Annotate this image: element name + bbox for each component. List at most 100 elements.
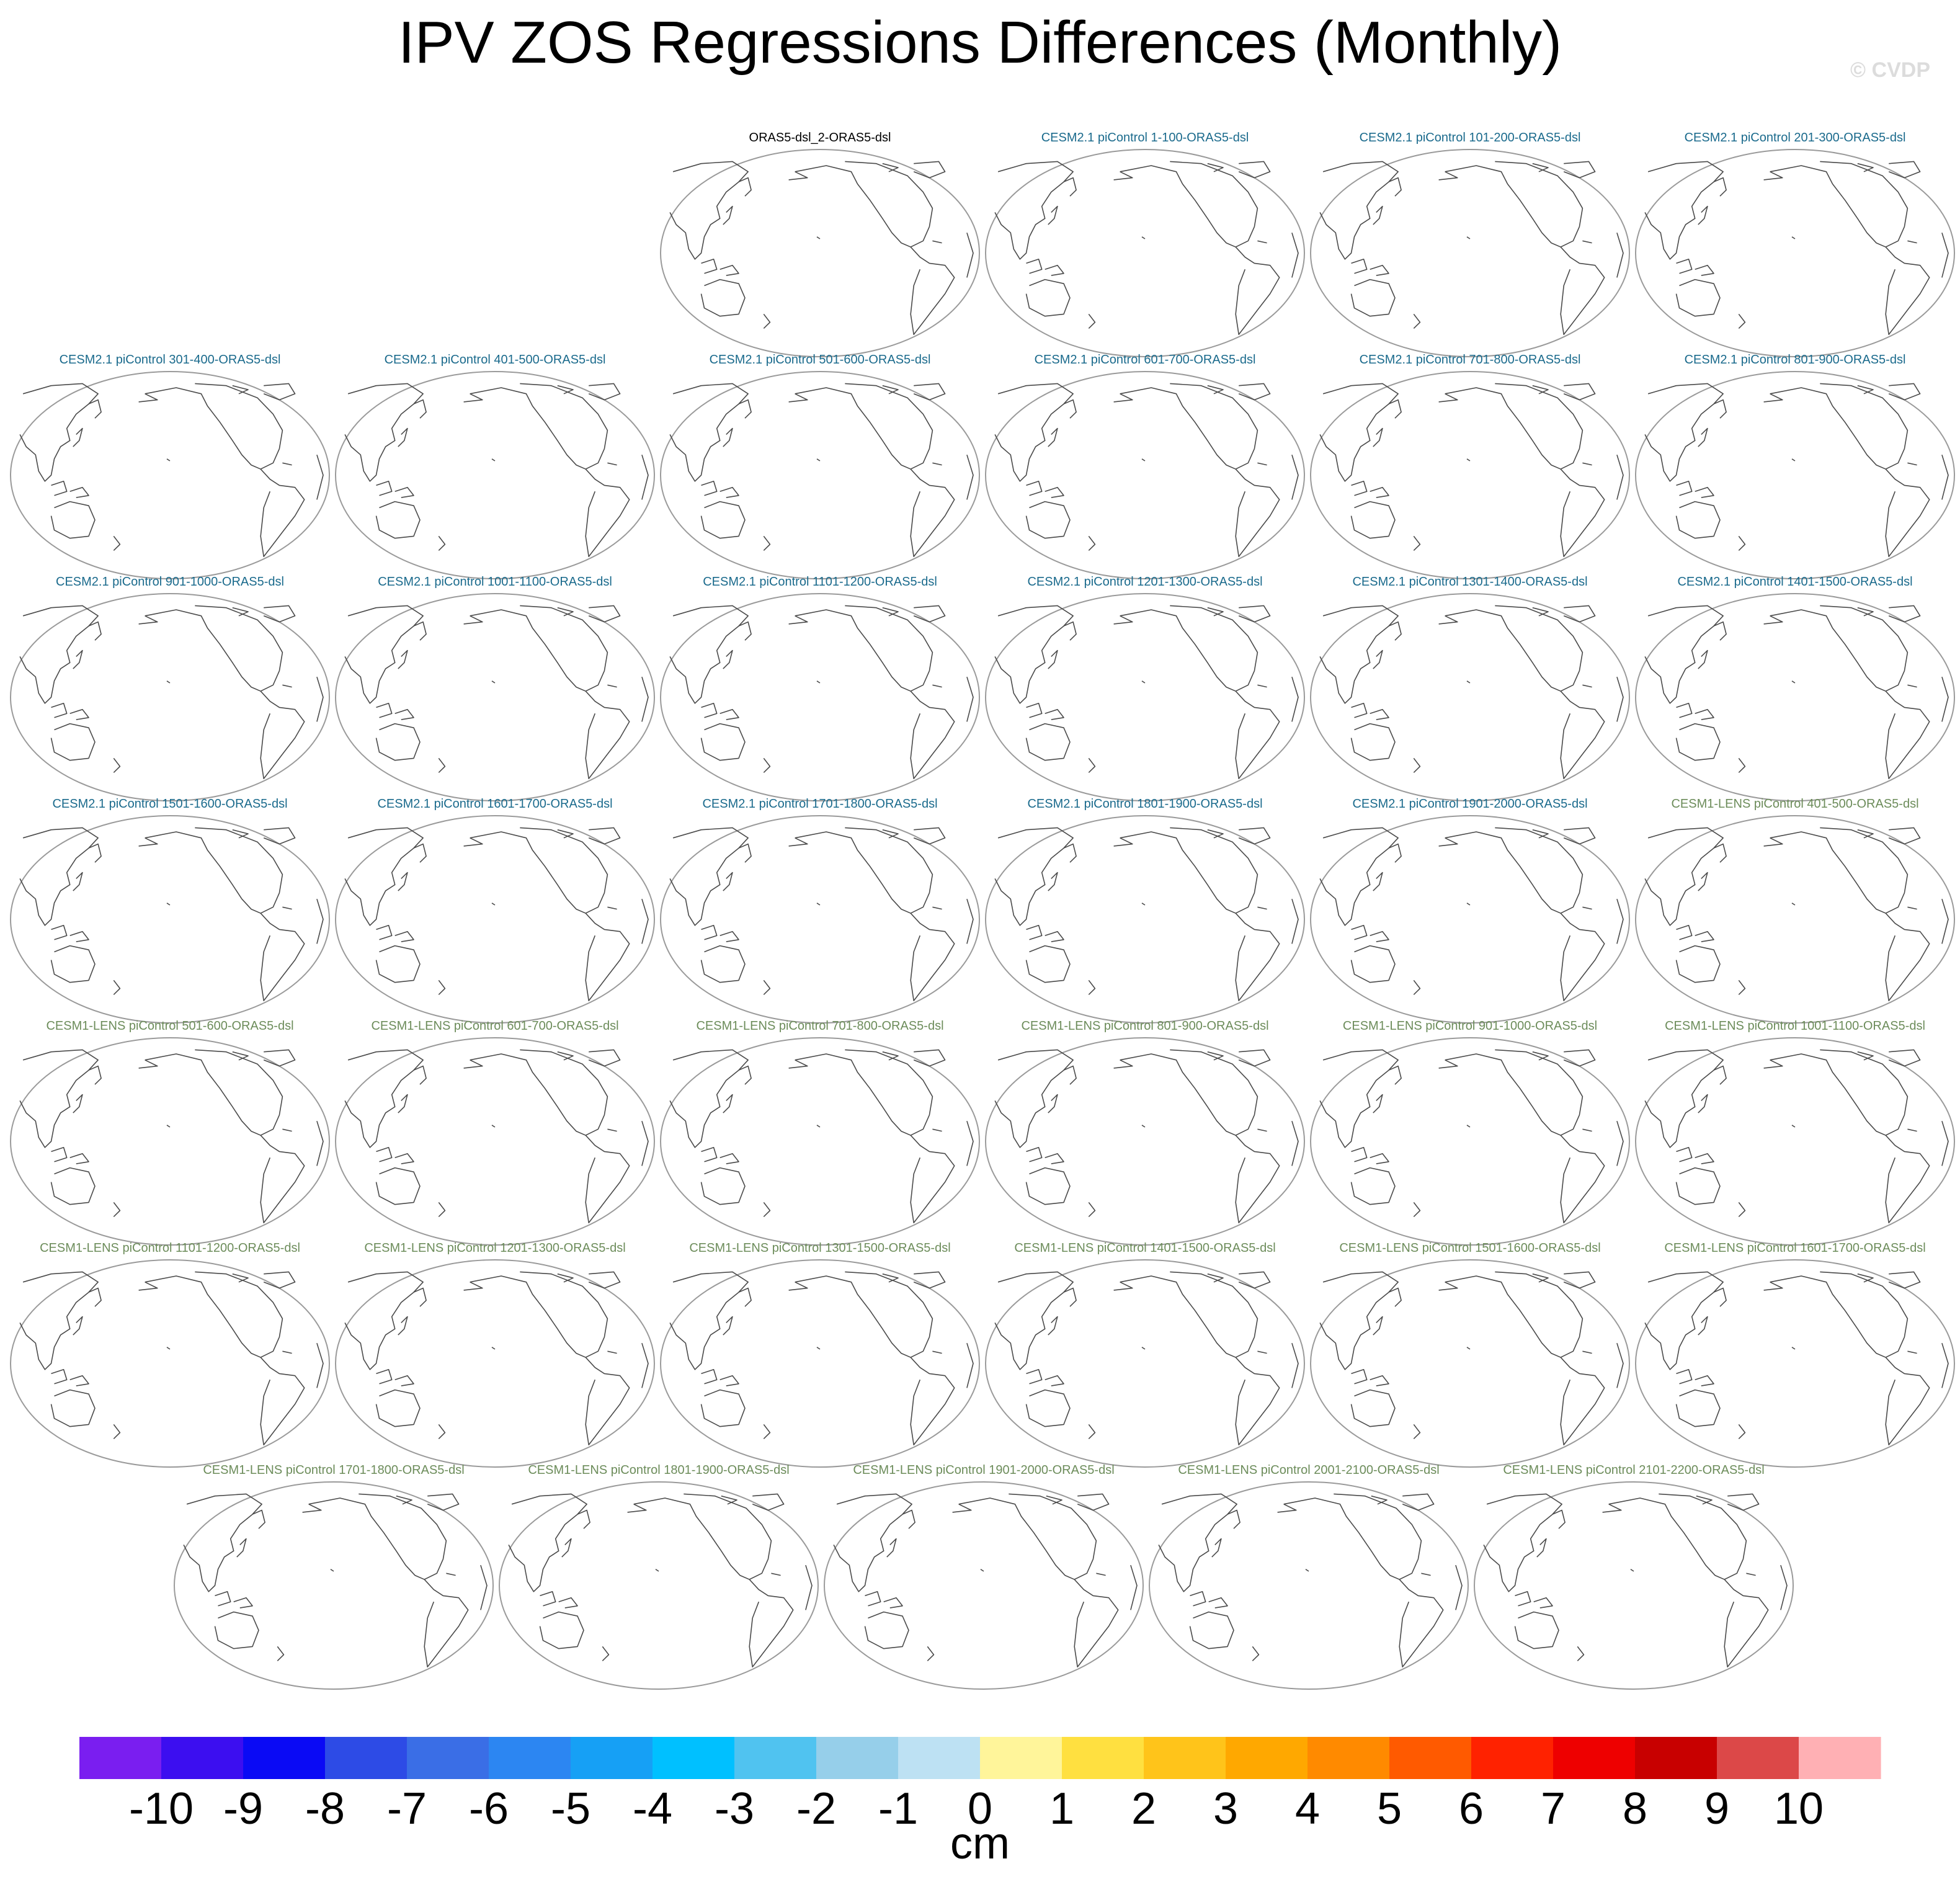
coastline: [932, 240, 942, 244]
coastline: [994, 161, 1074, 260]
coastline: [463, 837, 483, 847]
map-panel: CESM2.1 piControl 1-100-ORAS5-dsl: [984, 130, 1306, 360]
coastline: [700, 723, 746, 761]
coastline: [1045, 1153, 1064, 1164]
coastline: [788, 171, 808, 181]
coastline: [1207, 1273, 1224, 1283]
coastline: [700, 501, 746, 539]
coastline: [700, 1167, 746, 1205]
coastline: [375, 723, 421, 761]
panel-title: CESM1-LENS piControl 501-600-ORAS5-dsl: [46, 1019, 294, 1033]
world-map: [10, 815, 330, 1024]
coastline: [1675, 723, 1721, 761]
panel-title: CESM2.1 piControl 301-400-ORAS5-dsl: [59, 353, 281, 367]
panel-title: CESM2.1 piControl 701-800-ORAS5-dsl: [1359, 353, 1581, 367]
coastline: [19, 1049, 99, 1148]
coastline: [260, 1135, 305, 1224]
coastline: [1602, 1504, 1622, 1513]
coastline: [771, 1572, 781, 1576]
coastline: [491, 680, 496, 684]
coastline: [1025, 1167, 1071, 1205]
panel-title: CESM2.1 piControl 101-200-ORAS5-dsl: [1359, 131, 1581, 145]
coastline: [1319, 161, 1399, 260]
coastline: [166, 903, 171, 906]
coastline: [427, 1493, 460, 1511]
coastline: [1857, 607, 1874, 617]
panel-title: CESM1-LENS piControl 1301-1500-ORAS5-dsl: [689, 1241, 951, 1255]
coastline: [1141, 680, 1146, 684]
map-panel: CESM2.1 piControl 501-600-ORAS5-dsl: [659, 352, 981, 582]
colorbar-segment: [407, 1737, 489, 1779]
coastline: [316, 676, 324, 722]
coastline: [1644, 827, 1724, 926]
coastline: [1888, 827, 1921, 845]
coastline: [1257, 684, 1267, 688]
coastline: [263, 827, 296, 845]
map-outline: [824, 1481, 1144, 1690]
coastline: [375, 1167, 421, 1205]
coastline: [1438, 393, 1458, 403]
coastline: [145, 1271, 283, 1358]
coastline: [1616, 676, 1624, 722]
map-panel: CESM1-LENS piControl 1801-1900-ORAS5-dsl: [497, 1463, 820, 1692]
coastline: [1438, 837, 1458, 847]
world-map: [335, 1037, 655, 1246]
coastline: [1738, 535, 1746, 551]
coastlines: [344, 605, 649, 780]
colorbar-tick-label: -9: [223, 1784, 263, 1834]
coastline: [50, 945, 96, 983]
coastline: [719, 708, 739, 720]
coastline: [1190, 1591, 1206, 1607]
coastline: [1063, 1065, 1077, 1085]
coastline: [1130, 1564, 1138, 1610]
coastline: [1388, 177, 1402, 197]
map-outline: [985, 1037, 1305, 1246]
colorbar-tick-label: 4: [1295, 1784, 1320, 1834]
coastline: [788, 1282, 808, 1291]
coastline: [902, 1509, 915, 1529]
coastline: [1048, 427, 1058, 447]
panel-title: CESM2.1 piControl 501-600-ORAS5-dsl: [709, 353, 931, 367]
coastline: [1644, 383, 1724, 482]
coastline: [816, 458, 821, 462]
coastline: [1350, 723, 1396, 761]
coastline: [1045, 930, 1064, 942]
map-panel: CESM2.1 piControl 801-900-ORAS5-dsl: [1634, 352, 1956, 582]
map-outline: [10, 1037, 330, 1246]
map-panel: CESM2.1 piControl 901-1000-ORAS5-dsl: [9, 574, 331, 804]
coastline: [394, 486, 414, 498]
coastline: [1063, 621, 1077, 641]
coastline: [1445, 1271, 1584, 1358]
coastline: [1676, 481, 1693, 496]
coastline: [1235, 912, 1280, 1002]
map-panel: CESM2.1 piControl 201-300-ORAS5-dsl: [1634, 130, 1956, 360]
coastline: [1676, 925, 1693, 940]
colorbar-segment: [1307, 1737, 1390, 1779]
panel-title: CESM2.1 piControl 1401-1500-ORAS5-dsl: [1677, 575, 1913, 589]
coastline: [1227, 1509, 1241, 1529]
coastline: [1025, 945, 1071, 983]
coastlines: [508, 1493, 813, 1668]
coastline: [1088, 1202, 1096, 1217]
coastline: [669, 161, 749, 260]
coastline: [1350, 1389, 1396, 1427]
coastline: [69, 1375, 89, 1386]
coastline: [1563, 161, 1596, 179]
coastline: [585, 690, 630, 780]
panel-title: CESM2.1 piControl 601-700-ORAS5-dsl: [1034, 353, 1256, 367]
coastline: [913, 605, 946, 623]
coastline: [816, 903, 821, 906]
coastline: [1063, 843, 1077, 863]
coastline: [1120, 161, 1258, 248]
world-map: [1635, 593, 1955, 801]
coastline: [1113, 393, 1133, 403]
colorbar-segment: [243, 1737, 326, 1779]
map-panel: CESM1-LENS piControl 801-900-ORAS5-dsl: [984, 1019, 1306, 1248]
coastline: [344, 1271, 424, 1370]
coastlines: [994, 161, 1299, 336]
coastline: [723, 872, 733, 891]
coastline: [1207, 1051, 1224, 1061]
coastline: [994, 1271, 1074, 1370]
coastline: [966, 676, 974, 722]
coastline: [1291, 232, 1299, 278]
